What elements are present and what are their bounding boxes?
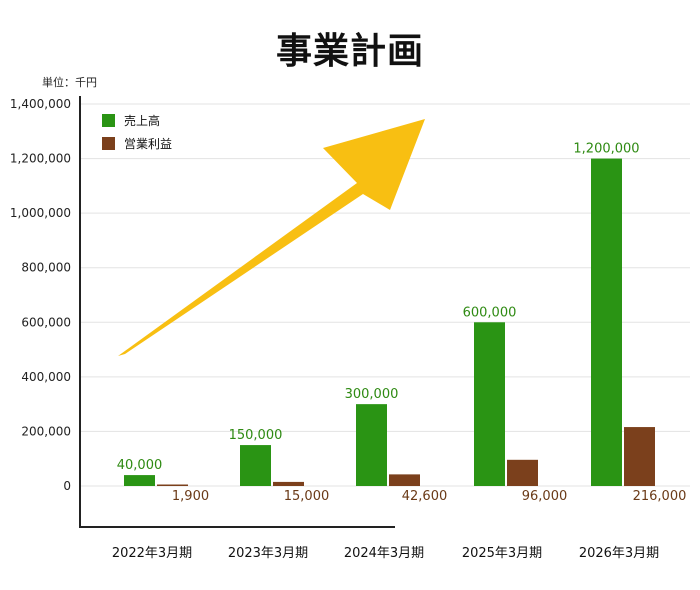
y-tick-label: 0 — [63, 479, 71, 493]
y-tick-label: 800,000 — [21, 261, 71, 275]
sales-bar — [356, 404, 387, 486]
profit-bar — [273, 481, 304, 486]
x-category-label: 2023年3月期 — [228, 546, 308, 561]
y-tick-label: 1,200,000 — [10, 152, 71, 166]
sales-data-label: 150,000 — [229, 428, 283, 443]
y-tick-label: 400,000 — [21, 370, 71, 384]
profit-bar — [624, 427, 655, 486]
profit-data-label: 216,000 — [633, 489, 687, 504]
profit-bar — [389, 474, 420, 486]
x-category-label: 2026年3月期 — [579, 546, 659, 561]
x-category-label: 2022年3月期 — [112, 546, 192, 561]
sales-data-label: 1,200,000 — [573, 142, 639, 157]
legend-label: 売上高 — [124, 113, 160, 128]
profit-bar — [157, 484, 188, 486]
unit-label: 単位：千円 — [42, 76, 97, 89]
y-tick-label: 200,000 — [21, 424, 71, 438]
legend-swatch — [102, 114, 115, 127]
growth-arrow — [118, 119, 425, 356]
sales-bar — [124, 475, 155, 486]
profit-bar — [507, 459, 538, 486]
sales-data-label: 600,000 — [463, 305, 517, 320]
x-category-label: 2024年3月期 — [344, 546, 424, 561]
profit-data-label: 96,000 — [522, 489, 568, 504]
x-category-label: 2025年3月期 — [462, 546, 542, 561]
profit-data-label: 15,000 — [284, 489, 330, 504]
sales-bar — [240, 445, 271, 486]
profit-data-label: 1,900 — [172, 489, 209, 504]
chart-title: 事業計画 — [275, 31, 424, 72]
sales-data-label: 40,000 — [117, 458, 163, 473]
sales-data-label: 300,000 — [345, 387, 399, 402]
y-tick-label: 600,000 — [21, 315, 71, 329]
y-tick-label: 1,000,000 — [10, 206, 71, 220]
sales-bar — [474, 322, 505, 486]
legend-label: 営業利益 — [124, 137, 172, 151]
legend-swatch — [102, 137, 115, 150]
profit-data-label: 42,600 — [402, 489, 448, 504]
y-tick-label: 1,400,000 — [10, 97, 71, 111]
sales-bar — [591, 158, 622, 487]
